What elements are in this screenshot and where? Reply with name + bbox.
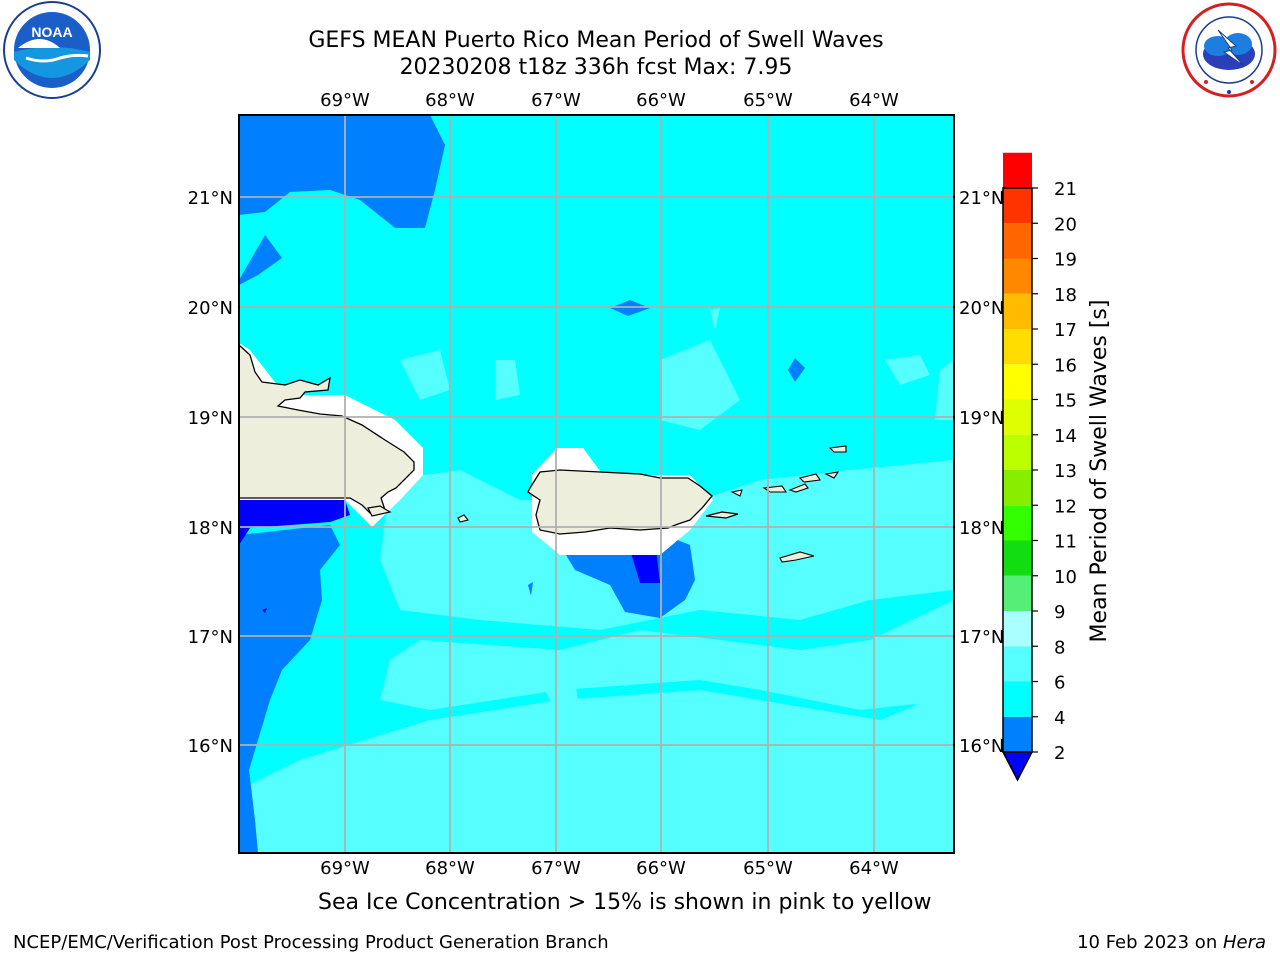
colorbar-tick-label: 16	[1054, 355, 1077, 376]
colorbar-tick-label: 8	[1054, 637, 1065, 658]
footer-host: Hera	[1222, 932, 1266, 953]
lat-label-right: 21°N	[959, 188, 1004, 209]
sea-ice-caption: Sea Ice Concentration > 15% is shown in …	[318, 890, 932, 915]
colorbar-swatch	[1003, 364, 1032, 400]
colorbar-tick-label: 15	[1054, 391, 1077, 412]
lon-label-top: 67°W	[531, 90, 581, 111]
colorbar-swatch	[1003, 681, 1032, 717]
colorbar-tick-label: 17	[1054, 320, 1077, 341]
colorbar-swatch	[1003, 505, 1032, 541]
colorbar-tick-label: 14	[1054, 426, 1077, 447]
colorbar-tick-label: 9	[1054, 602, 1065, 623]
colorbar: 2 4 6 8 9 10 11 12 13 14 15 16 17 18 19 20 21	[1001, 152, 1077, 782]
colorbar-tick-label: 10	[1054, 567, 1077, 588]
footer-date: 10 Feb 2023 on Hera	[1077, 932, 1266, 953]
lat-label-left: 18°N	[188, 518, 233, 539]
lon-label-bottom: 68°W	[425, 858, 475, 879]
noaa-logo: NOAA	[3, 1, 101, 99]
lon-label-bottom: 67°W	[531, 858, 581, 879]
lon-label-top: 68°W	[425, 90, 475, 111]
land-vieques	[705, 511, 739, 519]
lon-label-top: 66°W	[636, 90, 686, 111]
land-mona-island	[457, 514, 469, 523]
colorbar-tick-label: 13	[1054, 461, 1077, 482]
colorbar-swatch	[1003, 575, 1032, 611]
lat-label-left: 21°N	[188, 188, 233, 209]
graticule	[239, 115, 954, 853]
noaa-logo-text: NOAA	[31, 24, 72, 40]
colorbar-tick-label: 18	[1054, 285, 1077, 306]
colorbar-tick-label: 21	[1054, 179, 1077, 200]
lat-label-right: 17°N	[959, 627, 1004, 648]
lat-label-left: 20°N	[188, 298, 233, 319]
lon-label-bottom: 69°W	[320, 858, 370, 879]
lon-label-bottom: 64°W	[849, 858, 899, 879]
colorbar-swatch	[1003, 329, 1032, 365]
land-isla-saona	[367, 505, 392, 517]
colorbar-extend-arrow	[1001, 751, 1034, 782]
nws-logo	[1181, 2, 1277, 98]
lat-label-left: 16°N	[188, 736, 233, 757]
map-title: GEFS MEAN Puerto Rico Mean Period of Swe…	[308, 28, 884, 53]
colorbar-swatch	[1003, 611, 1032, 647]
lon-label-top: 64°W	[849, 90, 899, 111]
colorbar-swatch	[1003, 152, 1032, 188]
land-virgin-islands	[762, 445, 847, 563]
colorbar-tick-label: 20	[1054, 214, 1077, 235]
lon-label-top: 69°W	[320, 90, 370, 111]
lat-label-left: 17°N	[188, 627, 233, 648]
footer-credit: NCEP/EMC/Verification Post Processing Pr…	[13, 932, 609, 953]
lon-label-bottom: 66°W	[636, 858, 686, 879]
land-culebra	[730, 489, 743, 497]
colorbar-swatch	[1003, 399, 1032, 435]
footer-date-text: 10 Feb 2023 on	[1077, 932, 1223, 953]
colorbar-tick-label: 11	[1054, 532, 1077, 553]
colorbar-tick-label: 19	[1054, 250, 1077, 271]
lon-label-bottom: 65°W	[743, 858, 793, 879]
colorbar-swatch	[1003, 258, 1032, 294]
lon-label-top: 65°W	[743, 90, 793, 111]
colorbar-swatch	[1003, 646, 1032, 682]
colorbar-swatch	[1003, 293, 1032, 329]
lat-label-right: 19°N	[959, 408, 1004, 429]
colorbar-swatch	[1003, 434, 1032, 470]
map-subtitle: 20230208 t18z 336h fcst Max: 7.95	[399, 55, 793, 80]
colorbar-tick-label: 6	[1054, 673, 1065, 694]
colorbar-tick-label: 2	[1054, 743, 1065, 764]
colorbar-swatch	[1003, 540, 1032, 576]
lat-label-left: 19°N	[188, 408, 233, 429]
colorbar-tick-label: 12	[1054, 496, 1077, 517]
colorbar-label: Mean Period of Swell Waves [s]	[1087, 300, 1112, 643]
map-area	[239, 115, 954, 853]
colorbar-swatch	[1003, 470, 1032, 506]
colorbar-swatch	[1003, 223, 1032, 259]
colorbar-tick-label: 4	[1054, 708, 1065, 729]
map-frame	[238, 114, 955, 854]
lat-label-right: 20°N	[959, 298, 1004, 319]
colorbar-swatch	[1003, 188, 1032, 224]
colorbar-swatch	[1003, 716, 1032, 752]
lat-label-right: 18°N	[959, 518, 1004, 539]
land-puerto-rico	[527, 469, 713, 535]
lat-label-right: 16°N	[959, 736, 1004, 757]
